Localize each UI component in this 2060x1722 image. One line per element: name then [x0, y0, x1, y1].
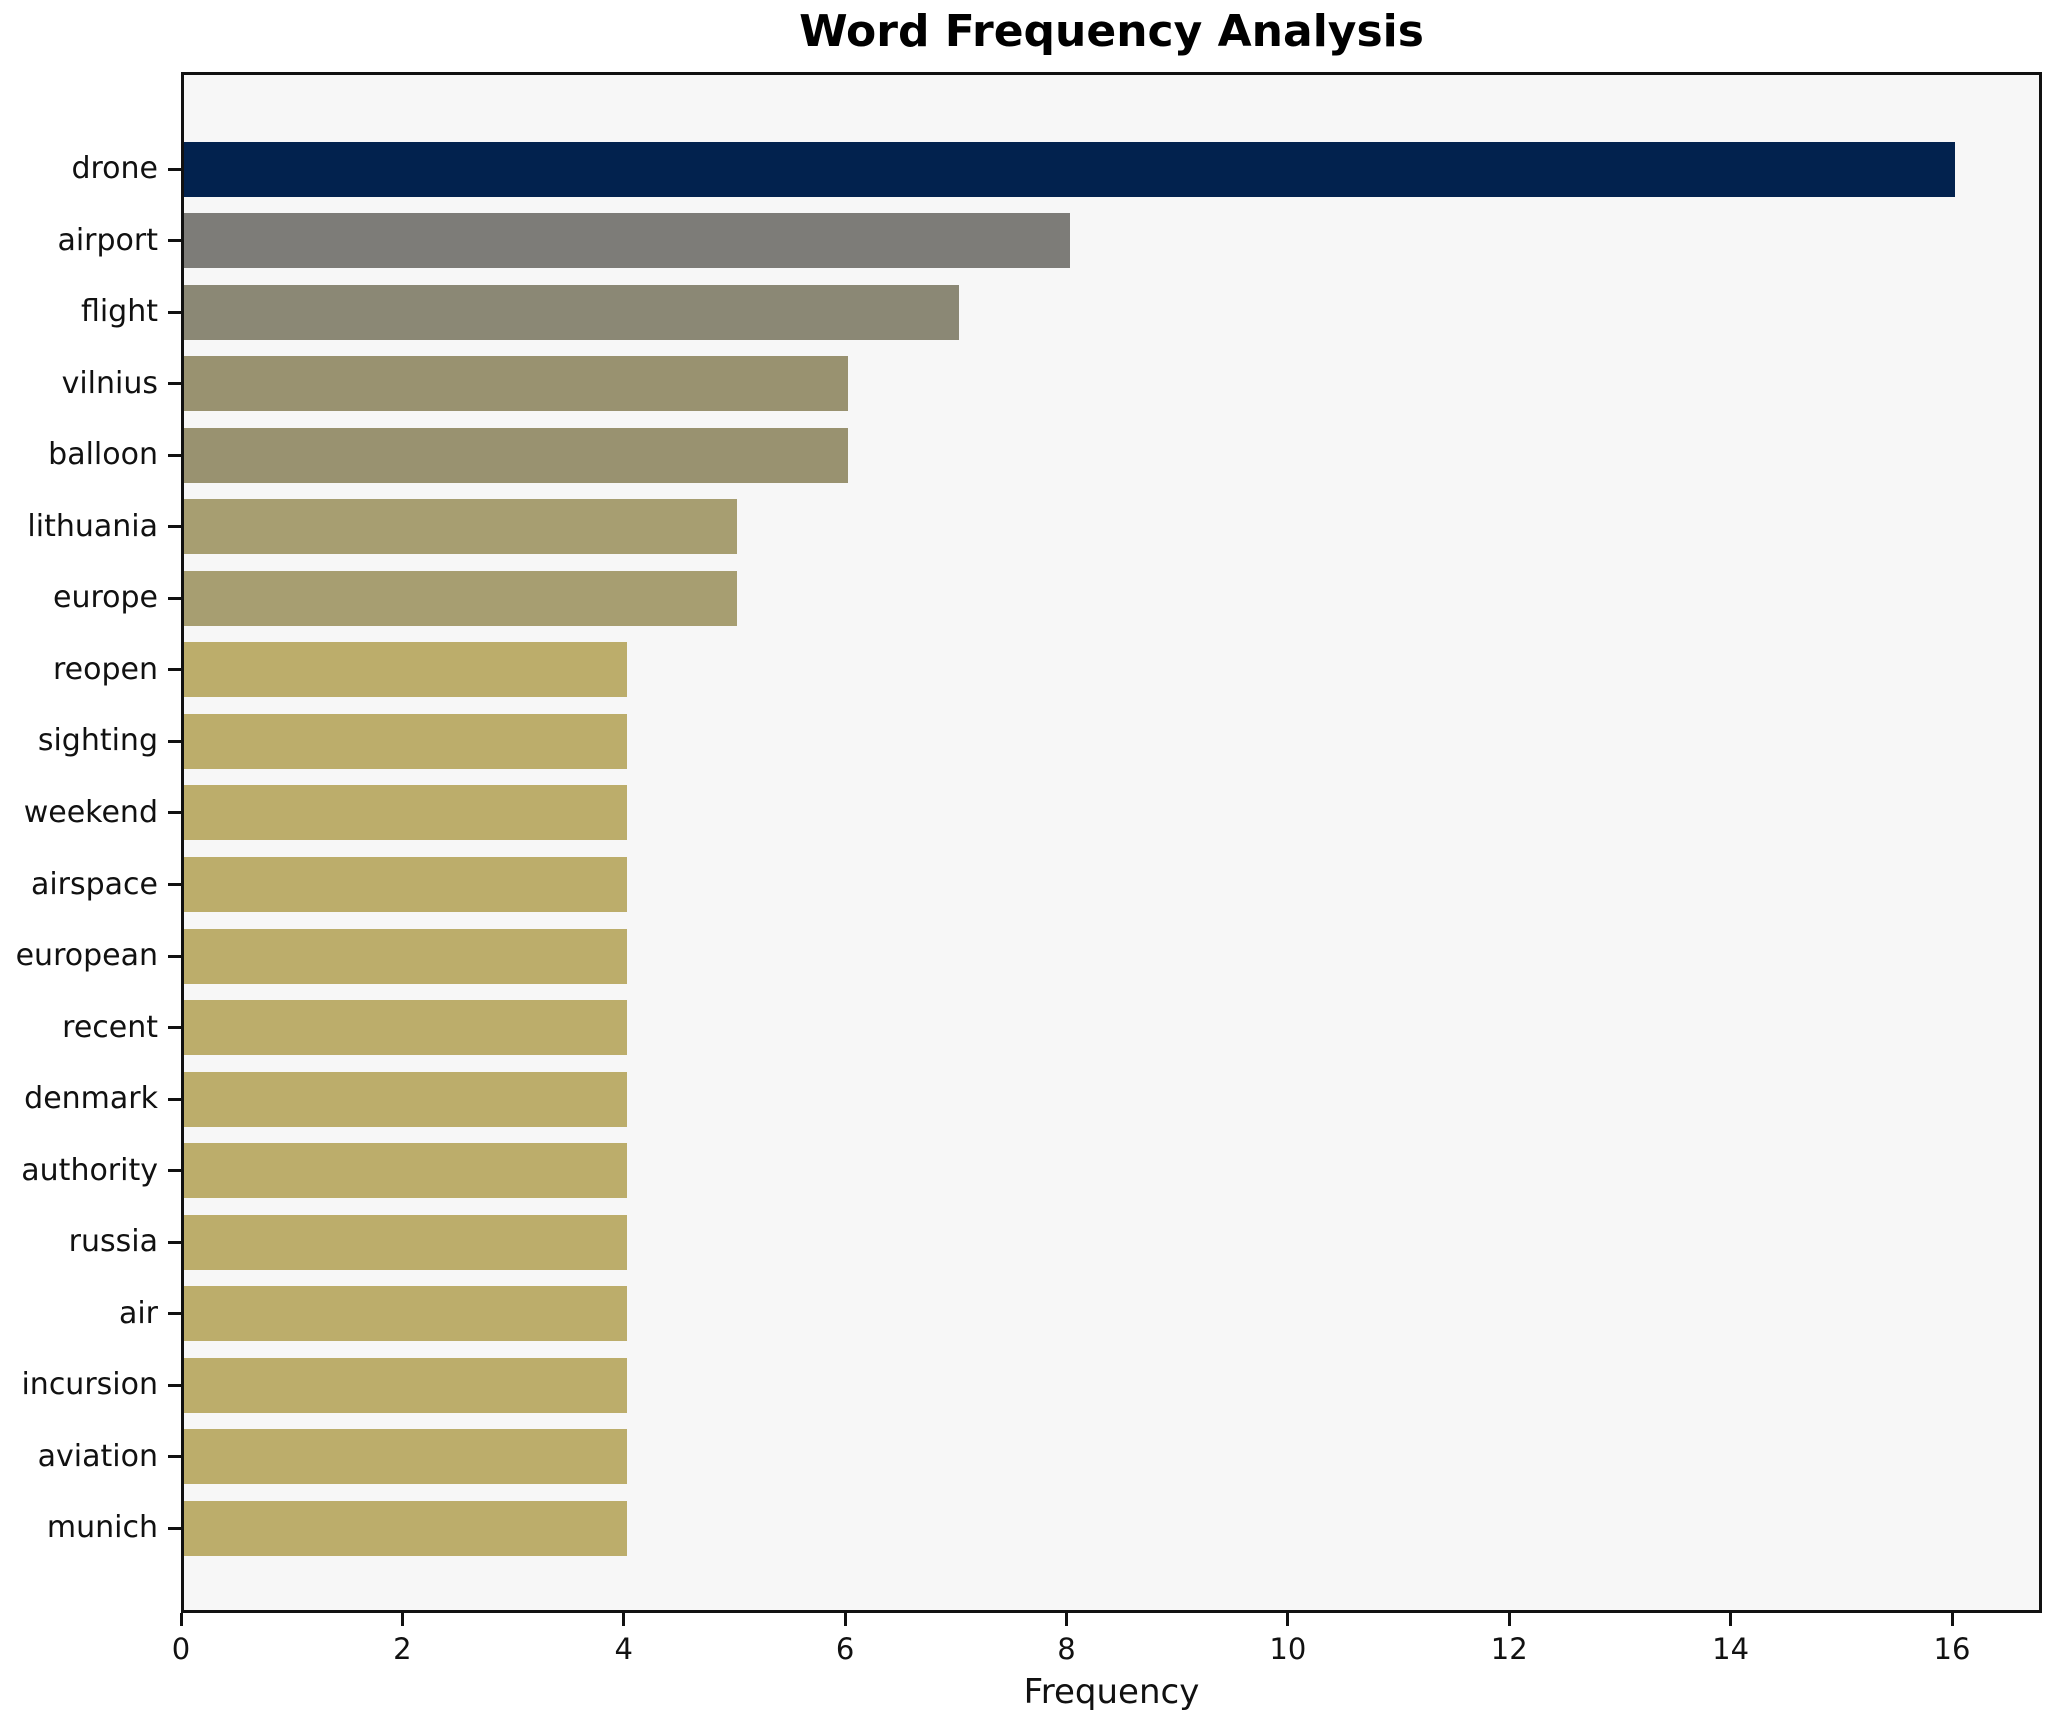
y-tick	[168, 525, 181, 529]
y-tick	[168, 167, 181, 171]
bar-denmark	[184, 1071, 627, 1127]
y-tick	[168, 1312, 181, 1316]
bar-munich	[184, 1500, 627, 1556]
x-tick-label-4: 4	[614, 1632, 633, 1666]
y-tick	[168, 596, 181, 600]
category-label-european: european	[15, 938, 158, 974]
category-label-airport: airport	[57, 222, 158, 258]
x-tick	[622, 1613, 626, 1626]
category-label-airspace: airspace	[30, 866, 158, 902]
y-tick	[168, 239, 181, 243]
category-label-drone: drone	[71, 151, 158, 186]
bar-airspace	[184, 857, 627, 912]
x-tick-label-16: 16	[1933, 1632, 1971, 1666]
category-label-flight: flight	[80, 294, 158, 330]
category-label-sighting: sighting	[37, 723, 158, 759]
x-tick	[843, 1613, 847, 1626]
y-tick	[168, 1169, 181, 1173]
bar-air	[184, 1286, 627, 1342]
x-tick-label-0: 0	[171, 1632, 191, 1666]
y-tick	[168, 1026, 181, 1030]
y-tick	[168, 1383, 181, 1387]
bar-weekend	[184, 785, 627, 841]
y-tick	[168, 883, 181, 886]
bar-european	[184, 928, 627, 984]
bar-drone	[184, 141, 1955, 197]
bar-europe	[184, 570, 738, 626]
bar-airport	[184, 213, 1070, 269]
bar-flight	[184, 284, 959, 340]
y-tick	[168, 453, 181, 457]
x-tick-label-8: 8	[1057, 1632, 1076, 1666]
category-label-aviation: aviation	[37, 1438, 158, 1474]
category-label-lithuania: lithuania	[27, 508, 158, 544]
y-tick	[168, 1455, 181, 1459]
x-tick	[1950, 1613, 1954, 1626]
category-label-incursion: incursion	[21, 1367, 158, 1403]
category-label-balloon: balloon	[48, 437, 158, 473]
category-label-recent: recent	[62, 1009, 158, 1045]
y-tick	[168, 739, 181, 743]
x-tick	[1507, 1613, 1511, 1626]
x-axis-label: Frequency	[1023, 1672, 1200, 1712]
x-tick	[1729, 1613, 1733, 1626]
bar-vilnius	[184, 356, 849, 412]
bar-aviation	[184, 1429, 627, 1485]
category-label-authority: authority	[21, 1152, 158, 1188]
bar-sighting	[184, 713, 627, 769]
bar-reopen	[184, 642, 627, 698]
x-tick-label-14: 14	[1712, 1632, 1750, 1666]
category-label-munich: munich	[46, 1510, 158, 1546]
bar-balloon	[184, 427, 849, 483]
x-tick	[400, 1613, 404, 1626]
x-tick-label-6: 6	[835, 1632, 855, 1666]
chart-title: Word Frequency Analysis	[799, 6, 1424, 57]
bars-layer	[184, 75, 2039, 1610]
category-label-europe: europe	[53, 580, 158, 616]
bar-authority	[184, 1143, 627, 1199]
y-tick	[168, 954, 181, 958]
category-label-reopen: reopen	[53, 651, 158, 687]
y-tick	[168, 668, 181, 672]
category-label-russia: russia	[68, 1224, 158, 1260]
x-tick-label-2: 2	[393, 1632, 412, 1666]
category-label-air: air	[118, 1295, 158, 1331]
category-label-vilnius: vilnius	[61, 365, 158, 401]
x-tick	[1286, 1613, 1290, 1626]
bar-lithuania	[184, 499, 738, 555]
category-label-weekend: weekend	[23, 794, 158, 830]
y-tick	[168, 382, 181, 386]
bar-incursion	[184, 1357, 627, 1413]
y-tick	[168, 1240, 181, 1244]
category-label-denmark: denmark	[24, 1081, 158, 1117]
y-tick	[168, 1097, 181, 1101]
bar-russia	[184, 1214, 627, 1270]
y-tick	[168, 310, 181, 314]
bar-recent	[184, 1000, 627, 1056]
x-tick-label-10: 10	[1269, 1632, 1307, 1666]
x-tick	[179, 1613, 183, 1626]
x-tick	[1065, 1613, 1068, 1626]
y-tick	[168, 1526, 181, 1530]
x-tick-label-12: 12	[1490, 1632, 1528, 1666]
y-tick	[168, 811, 181, 815]
